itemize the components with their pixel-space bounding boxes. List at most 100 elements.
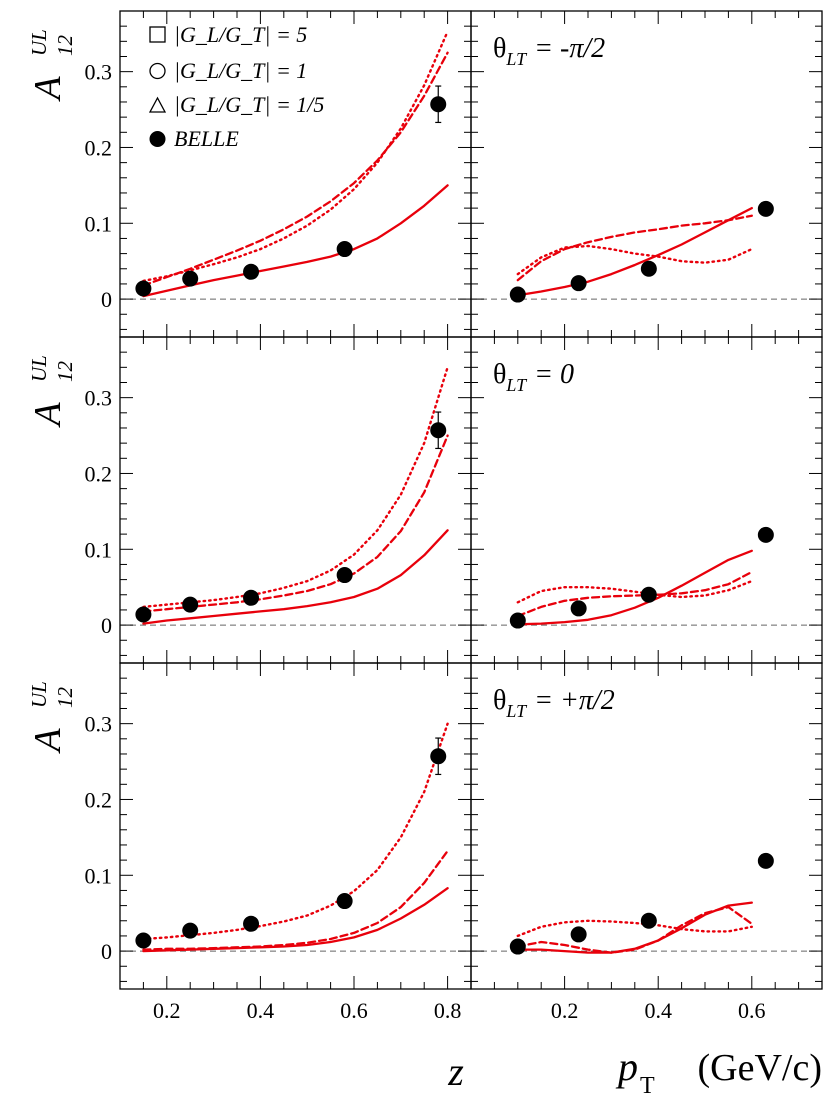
legend-square-marker-icon bbox=[149, 26, 166, 43]
y-tick-label: 0 bbox=[101, 939, 112, 964]
legend-label-ratio-1-5: |G_L/G_T| = 1/5 bbox=[174, 92, 324, 117]
theta-annotation: θLT = -π/2 bbox=[493, 33, 605, 69]
y-tick-label: 0.1 bbox=[85, 863, 113, 888]
belle-data-point bbox=[570, 600, 587, 617]
legend-label-ratio-1: |G_L/G_T| = 1 bbox=[174, 58, 307, 83]
belle-data-point bbox=[640, 260, 657, 277]
belle-data-point bbox=[135, 606, 152, 623]
theta-symbol: θ bbox=[493, 33, 506, 64]
y-tick-label: 0 bbox=[101, 287, 112, 312]
x-tick-label: 0.6 bbox=[738, 998, 766, 1023]
curve-solid bbox=[516, 549, 753, 626]
panel-4: θLT = 0 bbox=[470, 336, 823, 664]
belle-data-point bbox=[570, 926, 587, 943]
theta-annotation: θLT = +π/2 bbox=[493, 685, 615, 721]
y-axis-label-row-2: A UL 12 bbox=[27, 355, 77, 428]
panel-5: 0 0.1 0.2 0.3 0.2 0.4 0.6 0.8 bbox=[85, 662, 472, 1023]
belle-data-point bbox=[336, 241, 353, 258]
theta-value: = 0 bbox=[534, 359, 574, 390]
legend-circle-marker-icon bbox=[149, 62, 166, 80]
panel-3: 0 0.1 0.2 0.3 bbox=[85, 336, 472, 664]
theta-subscript: LT bbox=[505, 375, 528, 395]
belle-data-point bbox=[135, 280, 152, 297]
y-label-main: A bbox=[27, 402, 69, 429]
curve-dotted bbox=[516, 919, 753, 938]
belle-data-point bbox=[182, 270, 199, 287]
belle-data-point bbox=[757, 200, 774, 217]
y-axis-labels: A UL 12 A UL 12 A UL 12 bbox=[27, 29, 77, 754]
belle-data-point bbox=[243, 589, 260, 606]
curve-dashed bbox=[516, 214, 753, 282]
y-tick-label: 0.2 bbox=[85, 135, 113, 160]
belle-data-point bbox=[640, 912, 657, 929]
curve-dotted bbox=[142, 30, 449, 283]
y-tick-label: 0 bbox=[101, 613, 112, 638]
legend-filled-circle-icon bbox=[149, 131, 166, 147]
y-label-main: A bbox=[27, 728, 69, 755]
y-axis-label-row-1: A UL 12 bbox=[27, 29, 77, 102]
legend-triangle-marker-icon bbox=[148, 96, 167, 113]
belle-data-point bbox=[509, 612, 526, 629]
x-tick-label: 0.2 bbox=[153, 998, 181, 1023]
belle-data-point bbox=[430, 422, 447, 439]
y-label-sup: UL bbox=[27, 681, 51, 708]
belle-data-point bbox=[570, 275, 587, 292]
legend-label-ratio-5: |G_L/G_T| = 5 bbox=[174, 22, 307, 47]
curve-dashed bbox=[142, 51, 449, 287]
x-tick-label: 0.4 bbox=[247, 998, 275, 1023]
curve-dashed bbox=[516, 905, 753, 954]
theta-value: = +π/2 bbox=[534, 685, 615, 716]
x-axis-label-z: z bbox=[447, 1049, 464, 1094]
belle-data-point bbox=[757, 526, 774, 543]
y-tick-label: 0.2 bbox=[85, 787, 113, 812]
y-label-sub: 12 bbox=[53, 687, 77, 709]
y-label-sub: 12 bbox=[53, 361, 77, 383]
x-axis-labels: z p T (GeV/c) bbox=[447, 1044, 822, 1099]
theta-subscript: LT bbox=[505, 701, 528, 721]
curve-dotted bbox=[516, 244, 753, 276]
theta-value: = -π/2 bbox=[534, 33, 605, 64]
theta-symbol: θ bbox=[493, 685, 506, 716]
belle-data-point bbox=[243, 915, 260, 932]
panel-frame bbox=[470, 662, 823, 990]
belle-data-point bbox=[135, 932, 152, 949]
panel-6: 0.2 0.4 0.6 θLT = +π/2 bbox=[470, 662, 823, 1023]
y-label-sup: UL bbox=[27, 29, 51, 56]
curve-dashed bbox=[516, 570, 753, 618]
x-tick-label: 0.4 bbox=[644, 998, 672, 1023]
y-tick-label: 0.3 bbox=[85, 386, 113, 411]
curve-dotted bbox=[516, 579, 753, 604]
belle-data-point bbox=[182, 596, 199, 613]
x-axis-label-pt-units: (GeV/c) bbox=[698, 1047, 822, 1089]
y-label-sup: UL bbox=[27, 355, 51, 382]
belle-data-point bbox=[509, 938, 526, 955]
y-tick-label: 0.2 bbox=[85, 461, 113, 486]
theta-symbol: θ bbox=[493, 359, 506, 390]
curve-dashed bbox=[142, 849, 449, 951]
y-tick-label: 0.1 bbox=[85, 211, 113, 236]
x-axis-label-pt-symbol: p bbox=[615, 1044, 638, 1089]
legend: |G_L/G_T| = 5 |G_L/G_T| = 1 |G_L/G_T| = … bbox=[148, 22, 324, 151]
theta-annotation: θLT = 0 bbox=[493, 359, 574, 395]
curve-solid bbox=[142, 529, 449, 625]
y-label-sub: 12 bbox=[53, 35, 77, 57]
belle-data-point bbox=[430, 748, 447, 765]
y-label-main: A bbox=[27, 76, 69, 103]
x-tick-label: 0.6 bbox=[340, 998, 368, 1023]
belle-data-point bbox=[757, 852, 774, 869]
belle-data-point bbox=[243, 263, 260, 280]
belle-data-point bbox=[336, 893, 353, 910]
y-tick-label: 0.3 bbox=[85, 60, 113, 85]
belle-data-point bbox=[430, 96, 447, 113]
x-tick-label: 0.2 bbox=[551, 998, 579, 1023]
theta-subscript: LT bbox=[505, 49, 528, 69]
panel-2: θLT = -π/2 bbox=[470, 10, 823, 338]
curve-solid bbox=[516, 206, 753, 297]
x-tick-label: 0.8 bbox=[434, 998, 462, 1023]
y-tick-label: 0.3 bbox=[85, 712, 113, 737]
y-axis-label-row-3: A UL 12 bbox=[27, 681, 77, 754]
